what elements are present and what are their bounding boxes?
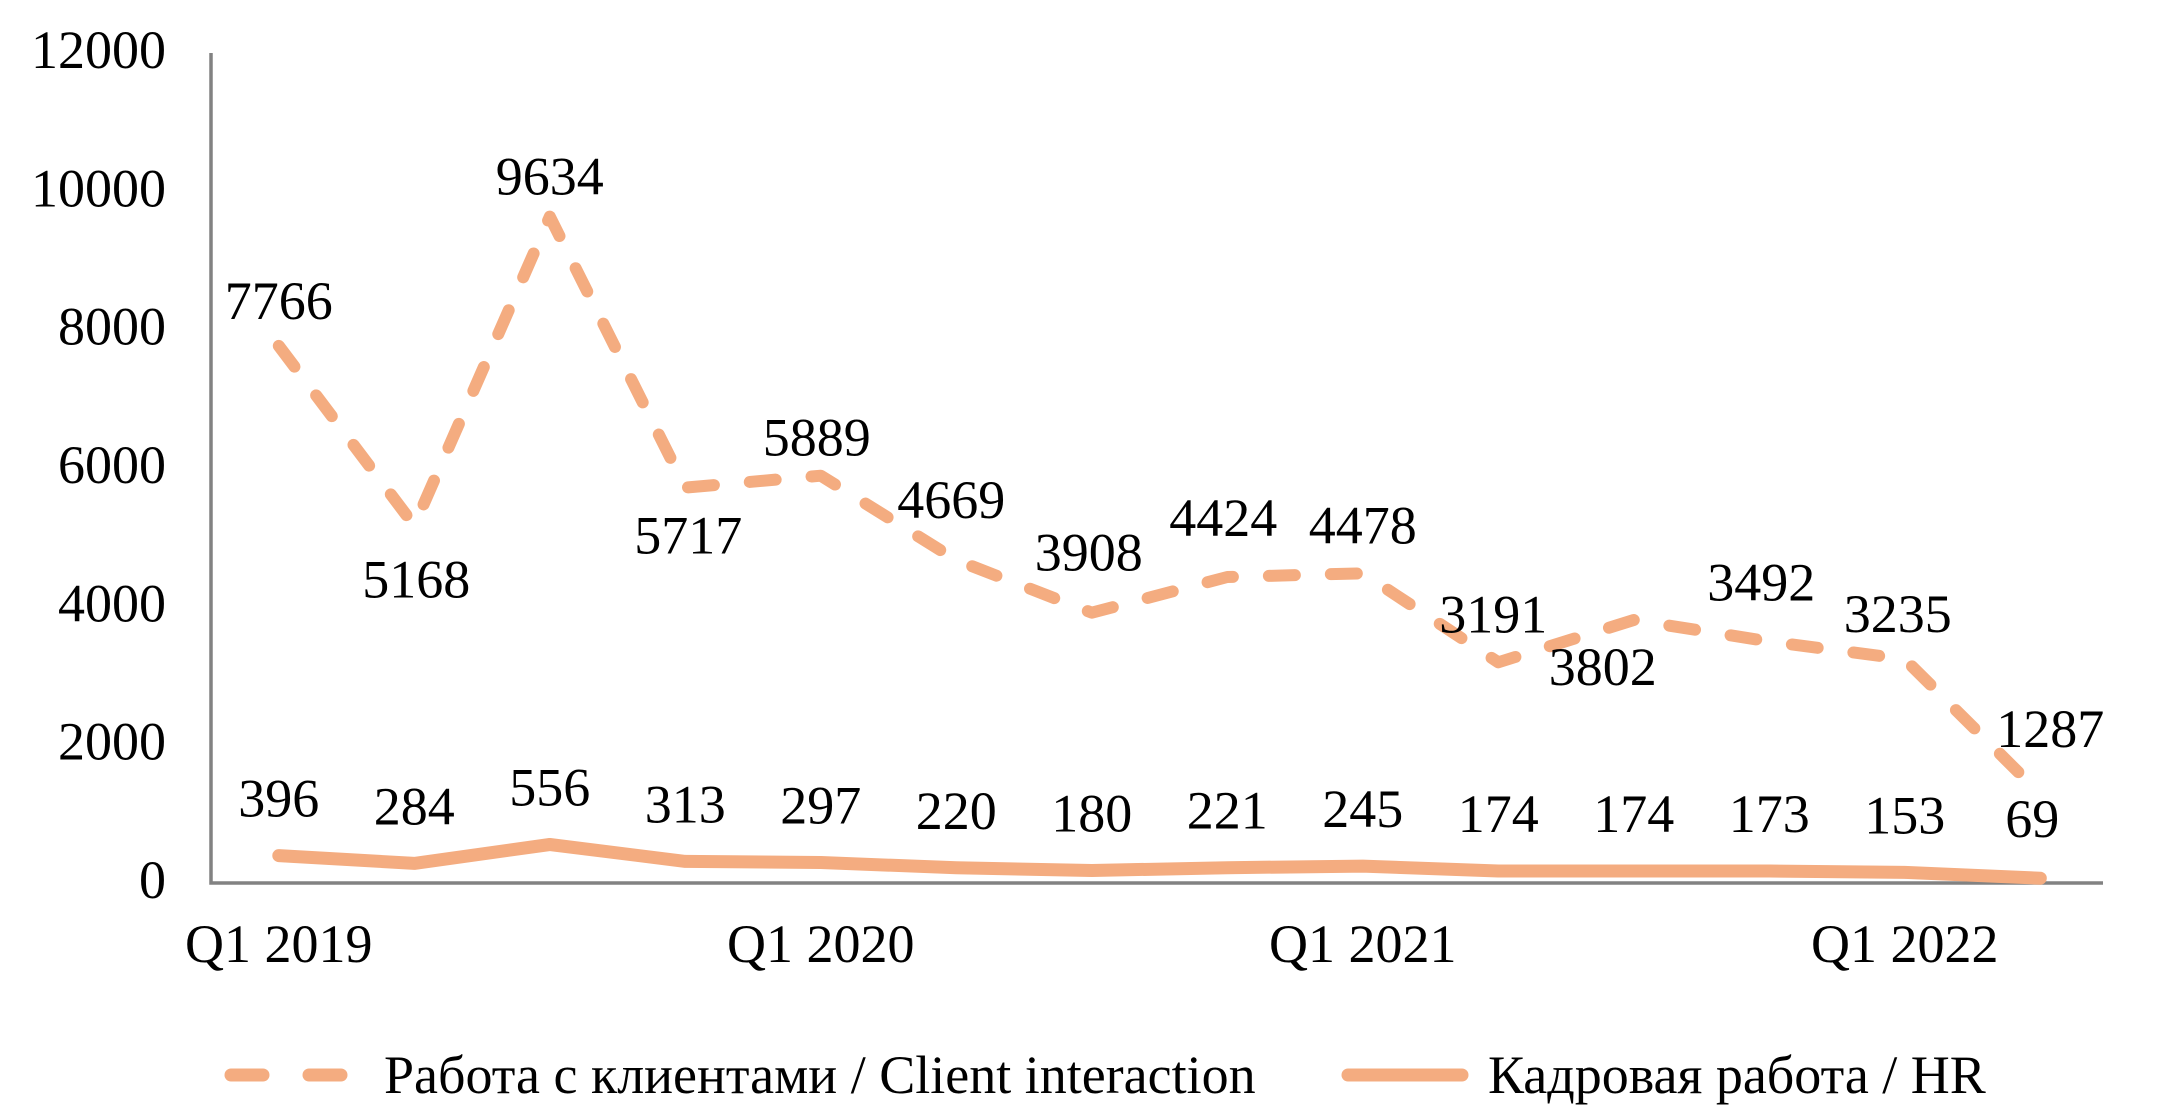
hr-data-label: 221 [1187,781,1268,841]
client-interaction-data-label: 4424 [1169,488,1277,548]
hr-data-label: 173 [1729,784,1810,844]
hr-data-label: 556 [509,758,590,818]
hr-data-label: 313 [645,774,726,834]
client-interaction-data-label: 3908 [1035,523,1143,583]
client-interaction-data-label: 4478 [1309,495,1417,555]
client-interaction-data-label: 3235 [1844,584,1952,644]
legend-label-client-interaction: Работа с клиентами / Client interaction [384,1045,1256,1105]
y-axis-tick-label: 12000 [31,20,166,80]
hr-data-label: 153 [1864,785,1945,845]
client-interaction-data-label: 7766 [225,271,333,331]
y-axis-tick-label: 6000 [58,435,166,495]
hr-data-label: 69 [2005,789,2059,849]
x-axis-tick-label: Q1 2020 [727,914,915,974]
hr-data-label: 180 [1051,784,1132,844]
client-interaction-data-label: 3802 [1549,637,1657,697]
y-axis-tick-label: 2000 [58,712,166,772]
axis-lines [209,53,2103,885]
hr-series-line [272,838,2047,885]
y-axis-tick-label: 8000 [58,297,166,357]
client-interaction-data-label: 3492 [1707,553,1815,613]
hr-data-label: 297 [780,776,861,836]
hr-data-label: 220 [916,781,997,841]
client-interaction-data-label: 5889 [763,408,871,468]
x-axis-tick-label: Q1 2019 [185,914,373,974]
client-interaction-data-label: 5717 [634,506,742,566]
hr-data-label: 284 [374,776,455,836]
hr-data-label: 396 [238,769,319,829]
client-interaction-data-label: 1287 [1996,699,2104,759]
hr-data-label: 174 [1458,784,1539,844]
x-axis-tick-label: Q1 2021 [1269,914,1457,974]
y-axis-tick-label: 4000 [58,573,166,633]
y-axis-tick-label: 10000 [31,158,166,218]
x-axis-tick-label: Q1 2022 [1811,914,1999,974]
hr-data-label: 174 [1593,784,1674,844]
y-axis-tick-label: 0 [139,850,166,910]
client-interaction-data-label: 3191 [1439,584,1547,644]
client-interaction-data-label: 5168 [362,550,470,610]
client-interaction-data-label: 4669 [897,470,1005,530]
hr-data-label: 245 [1322,779,1403,839]
client-interaction-series-line [272,210,2047,800]
legend-label-hr: Кадровая работа / HR [1488,1045,1986,1105]
client-interaction-data-label: 9634 [496,147,604,207]
